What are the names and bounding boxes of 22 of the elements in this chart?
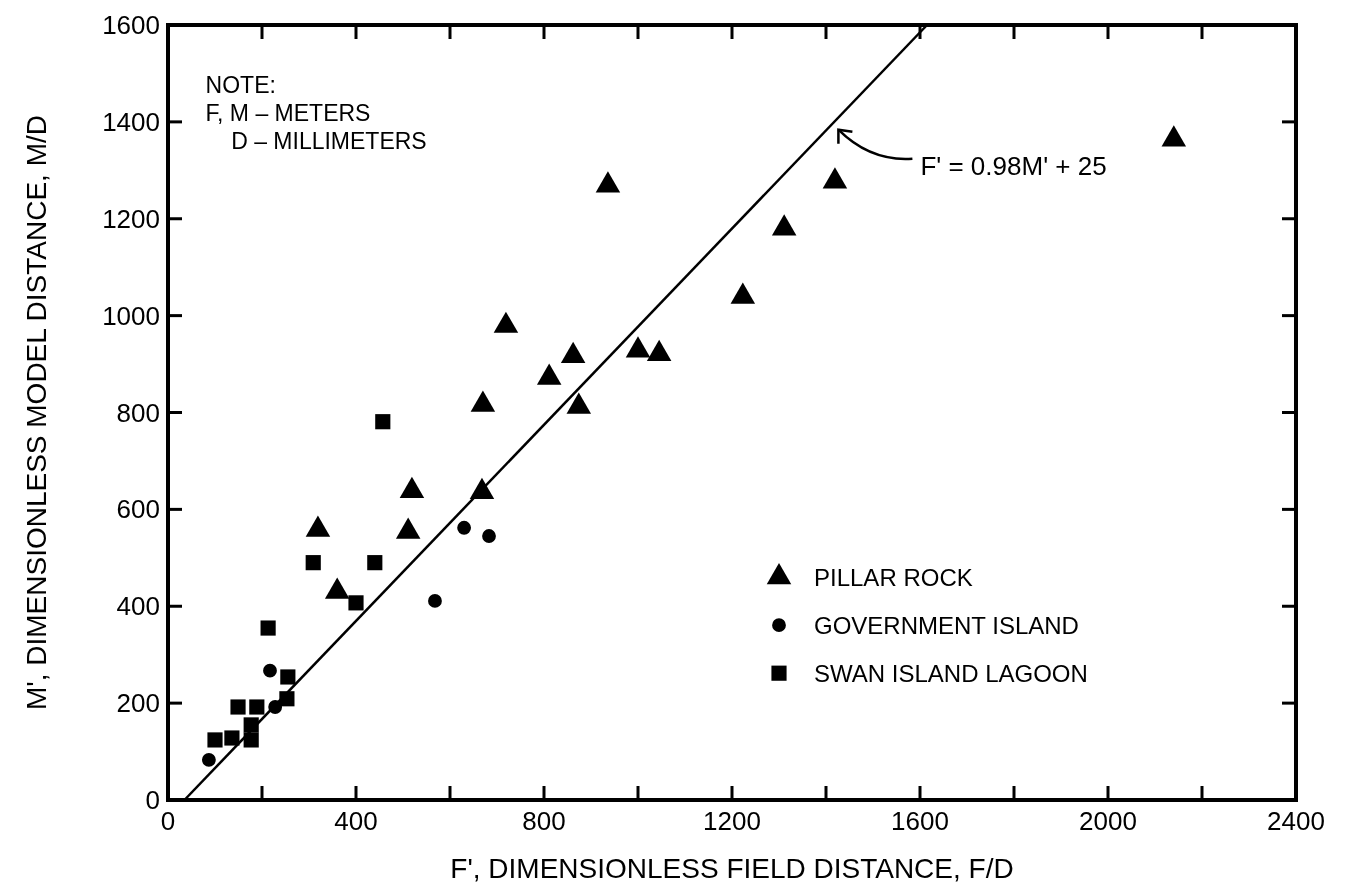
annotation: NOTE: F, M – METERS D – MILLIMETERS	[205, 71, 427, 154]
y-tick-label: 1600	[102, 10, 160, 40]
y-tick-label: 200	[116, 688, 160, 719]
legend-label: SWAN ISLAND LAGOON	[814, 660, 1088, 688]
y-tick-label: 1000	[102, 300, 160, 331]
legend-label: GOVERNMENT ISLAND	[814, 612, 1079, 640]
y-tick-label: 800	[116, 397, 160, 428]
y-tick-label: 1200	[102, 203, 160, 234]
x-axis-title: F', DIMENSIONLESS FIELD DISTANCE, F/D	[450, 853, 1014, 884]
x-tick-label: 2400	[1267, 806, 1325, 836]
x-tick-label: 400	[334, 806, 378, 836]
y-axis-title: M', DIMENSIONLESS MODEL DISTANCE, M/D	[21, 115, 52, 710]
x-tick-label: 800	[522, 806, 566, 836]
y-tick-label: 1400	[102, 106, 160, 137]
y-tick-label: 600	[116, 494, 160, 525]
x-tick-label: 2000	[1079, 806, 1137, 836]
x-tick-label: 1600	[891, 806, 949, 836]
legend-label: PILLAR ROCK	[814, 564, 973, 592]
annotation: F' = 0.98M' + 25	[920, 150, 1107, 181]
y-tick-label: 0	[145, 785, 160, 815]
x-tick-label: 1200	[703, 806, 761, 836]
y-tick-label: 400	[116, 591, 160, 622]
